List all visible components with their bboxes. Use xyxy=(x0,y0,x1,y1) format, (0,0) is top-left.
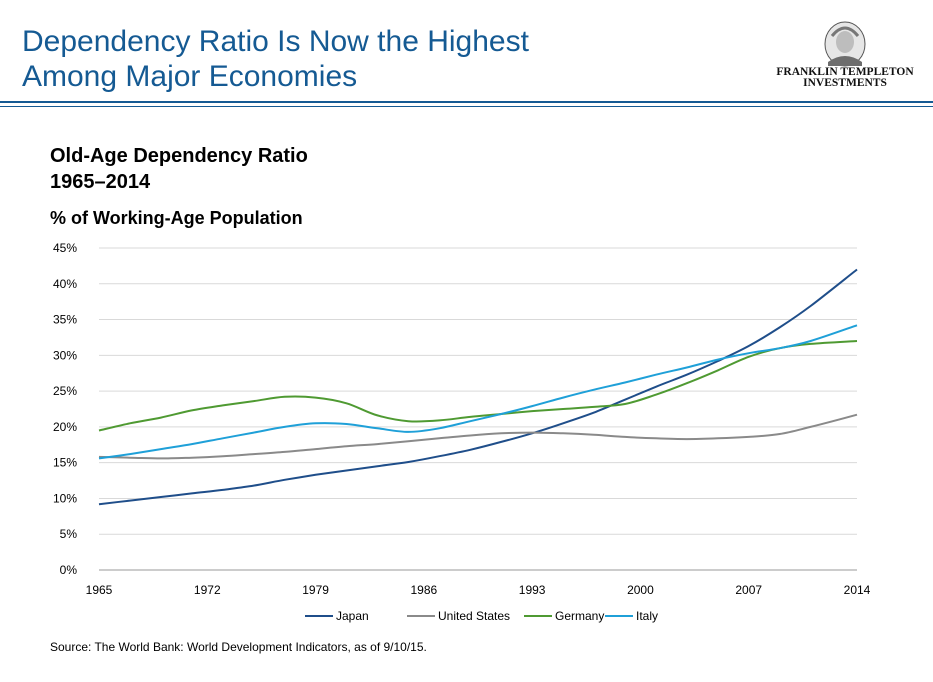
y-tick-label: 0% xyxy=(60,563,78,577)
y-tick-label: 40% xyxy=(53,277,77,291)
y-tick-label: 15% xyxy=(53,456,77,470)
y-tick-label: 35% xyxy=(53,313,77,327)
series-line-united-states xyxy=(98,413,858,460)
header-divider-top xyxy=(0,101,933,103)
chart-title: Old-Age Dependency Ratio 1965–2014 xyxy=(50,143,308,195)
source-note: Source: The World Bank: World Developmen… xyxy=(50,640,427,654)
series-line-japan xyxy=(98,268,858,506)
y-axis-label: % of Working-Age Population xyxy=(50,208,303,228)
logo-line-1: FRANKLIN TEMPLETON xyxy=(776,66,914,78)
legend-label-italy: Italy xyxy=(636,609,658,623)
legend-label-japan: Japan xyxy=(336,609,369,623)
series-line-italy xyxy=(98,324,858,460)
y-tick-label: 5% xyxy=(60,527,78,541)
logo-wordmark: FRANKLIN TEMPLETON INVESTMENTS xyxy=(770,66,920,89)
header-divider-bottom xyxy=(0,106,933,107)
x-tick-label: 1965 xyxy=(86,583,113,597)
x-tick-label: 1993 xyxy=(519,583,546,597)
y-tick-label: 10% xyxy=(53,491,77,505)
x-tick-label: 1979 xyxy=(302,583,329,597)
logo-line-2: INVESTMENTS xyxy=(803,77,887,89)
franklin-portrait-logo xyxy=(824,21,866,67)
y-tick-label: 45% xyxy=(53,241,77,255)
chart-title-line-1: Old-Age Dependency Ratio xyxy=(50,145,308,167)
y-tick-label: 25% xyxy=(53,384,77,398)
x-tick-label: 2007 xyxy=(735,583,762,597)
y-tick-label: 20% xyxy=(53,420,77,434)
x-tick-label: 2014 xyxy=(844,583,871,597)
page-title-line-1: Dependency Ratio Is Now the Highest xyxy=(22,25,529,58)
legend-label-germany: Germany xyxy=(555,609,604,623)
series-line-germany xyxy=(98,340,858,432)
page-title: Dependency Ratio Is Now the Highest Amon… xyxy=(22,24,529,94)
x-tick-label: 1972 xyxy=(194,583,221,597)
page-title-line-2: Among Major Economies xyxy=(22,60,358,93)
chart-title-line-2: 1965–2014 xyxy=(50,171,151,193)
x-tick-label: 2000 xyxy=(627,583,654,597)
x-tick-label: 1986 xyxy=(411,583,438,597)
legend-label-united-states: United States xyxy=(438,609,510,623)
y-tick-label: 30% xyxy=(53,348,77,362)
